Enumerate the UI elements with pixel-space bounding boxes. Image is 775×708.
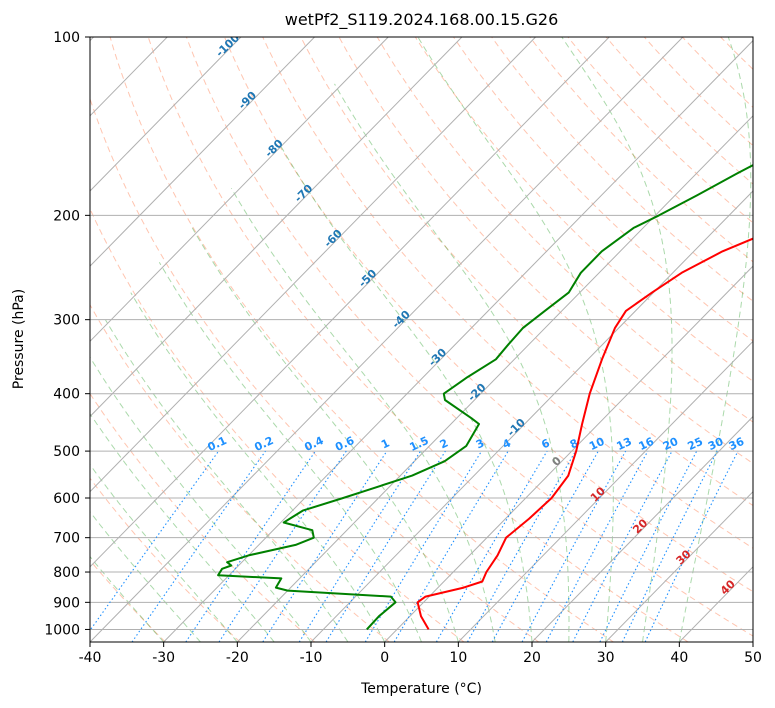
dry-adiabat bbox=[109, 37, 614, 642]
mixing-ratio-label: 30 bbox=[706, 435, 726, 453]
isotherm-line bbox=[457, 340, 753, 642]
isotherm-line bbox=[90, 37, 684, 642]
x-tick-label: 20 bbox=[523, 650, 541, 666]
x-axis-label: Temperature (°C) bbox=[360, 681, 482, 697]
moist-adiabat bbox=[417, 37, 614, 642]
moist-adiabat bbox=[191, 227, 459, 642]
dry-adiabat bbox=[300, 37, 753, 507]
mixing-ratio-line bbox=[90, 450, 220, 632]
mixing-ratio-line bbox=[491, 450, 599, 642]
dry-adiabat bbox=[224, 37, 753, 593]
mixing-ratio-line bbox=[131, 450, 266, 642]
plot-frame bbox=[89, 36, 754, 643]
dry-adiabat bbox=[147, 37, 689, 642]
moist-adiabat bbox=[678, 37, 752, 642]
mixing-ratio-label: 16 bbox=[637, 435, 657, 453]
dry-adiabat bbox=[90, 392, 316, 642]
dry-adiabat bbox=[90, 97, 540, 642]
moist-adiabat bbox=[158, 262, 422, 642]
mixing-ratio-line bbox=[262, 450, 388, 642]
mixing-ratio-line bbox=[621, 450, 718, 642]
mixing-ratio-label: 10 bbox=[587, 435, 607, 453]
y-tick-label: 400 bbox=[53, 387, 80, 403]
y-tick-label: 900 bbox=[53, 595, 80, 611]
dry-adiabat bbox=[262, 37, 753, 549]
x-tick-label: -30 bbox=[152, 650, 175, 666]
mixing-ratio-label: 20 bbox=[661, 435, 681, 453]
mixing-ratio-label: 13 bbox=[615, 435, 634, 453]
mixing-ratio-line bbox=[364, 450, 483, 642]
mixing-ratio-line bbox=[545, 450, 649, 642]
mixing-ratio-line bbox=[467, 450, 577, 642]
y-tick-label: 800 bbox=[53, 565, 80, 581]
isotherm-line bbox=[531, 415, 753, 642]
isotherm-line bbox=[310, 190, 753, 642]
moist-adiabat bbox=[334, 83, 570, 642]
mixing-ratio-label: 25 bbox=[686, 435, 705, 453]
y-axis-label: Pressure (hPa) bbox=[11, 289, 27, 389]
mixing-ratio-line bbox=[599, 450, 698, 642]
isotherm-line bbox=[90, 37, 610, 568]
y-tick-label: 100 bbox=[53, 30, 80, 46]
y-tick-label: 1000 bbox=[44, 622, 80, 638]
x-tick-label: -10 bbox=[300, 650, 323, 666]
x-tick-label: -40 bbox=[79, 650, 102, 666]
isotherm-line bbox=[605, 490, 753, 642]
dry-adiabat bbox=[90, 303, 390, 642]
isotherm-line bbox=[90, 37, 463, 418]
y-tick-label: 600 bbox=[53, 491, 80, 507]
x-tick-label: 40 bbox=[670, 650, 688, 666]
isotherm-line bbox=[163, 39, 753, 642]
isotherm-line bbox=[236, 115, 753, 642]
isotherm-line bbox=[90, 37, 389, 343]
x-tick-label: 0 bbox=[380, 650, 389, 666]
y-tick-label: 700 bbox=[53, 531, 80, 547]
dry-adiabat bbox=[90, 477, 241, 642]
mixing-ratio-line bbox=[218, 450, 347, 642]
temperature-profile bbox=[416, 237, 753, 630]
y-tick-label: 300 bbox=[53, 313, 80, 329]
x-axis: -40 -30 -20 -10 0 10 20 30 40 50 bbox=[79, 642, 762, 666]
y-tick-label: 200 bbox=[53, 208, 80, 224]
mixing-ratio-line bbox=[185, 450, 316, 642]
y-axis: 1000 900 800 700 600 500 400 300 200 100 bbox=[44, 30, 90, 638]
isotherm-line bbox=[384, 265, 753, 642]
isotherm-line bbox=[90, 37, 242, 192]
mixing-ratio-line bbox=[521, 450, 627, 642]
isotherm-line bbox=[90, 37, 536, 493]
chart-title: wetPf2_S119.2024.168.00.15.G26 bbox=[285, 10, 559, 30]
y-tick-label: 500 bbox=[53, 444, 80, 460]
mixing-ratio-label: 36 bbox=[727, 435, 747, 453]
x-tick-label: 30 bbox=[597, 650, 615, 666]
moist-adiabat bbox=[104, 319, 349, 642]
moist-adiabat bbox=[90, 511, 201, 642]
dewpoint-profile bbox=[217, 164, 753, 631]
moist-adiabat bbox=[90, 412, 275, 642]
x-tick-label: 50 bbox=[744, 650, 762, 666]
x-tick-label: 10 bbox=[449, 650, 467, 666]
x-tick-label: -20 bbox=[226, 650, 249, 666]
dry-adiabat bbox=[491, 37, 753, 302]
mixing-ratio-line bbox=[298, 450, 422, 642]
moist-adiabat bbox=[230, 187, 496, 642]
isotherm-line bbox=[90, 37, 315, 267]
moist-adiabat bbox=[90, 356, 312, 642]
